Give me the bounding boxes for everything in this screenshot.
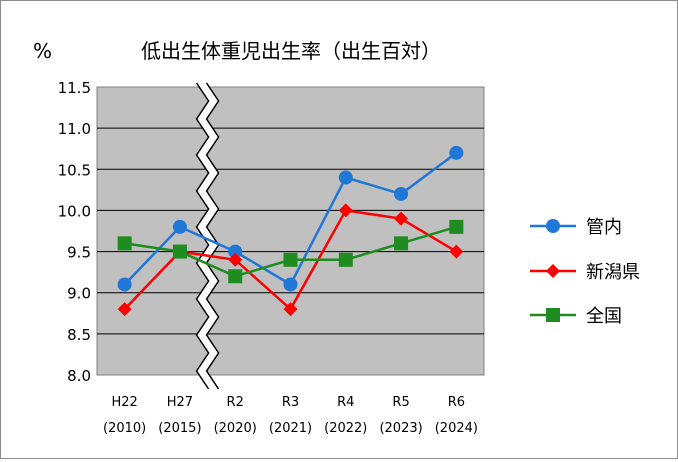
data-point (394, 236, 409, 251)
y-tick-label: 11.5 (58, 79, 91, 97)
x-tick-sublabel: (2020) (214, 421, 257, 436)
y-tick-label: 10.0 (58, 202, 91, 220)
plot-area: 11.5 11.0 10.5 10.0 9.5 9.0 8.5 8.0 H22 (2010) H27… (58, 79, 485, 436)
x-tick-sublabel: (2010) (103, 421, 146, 436)
x-tick-sublabel: (2021) (269, 421, 312, 436)
axis-break-band (196, 83, 219, 389)
legend-label: 全国 (586, 306, 622, 327)
y-tick-label: 9.0 (67, 285, 91, 303)
data-point (117, 302, 132, 317)
data-point (394, 211, 409, 226)
data-point (338, 170, 353, 185)
data-point (338, 203, 353, 218)
chart-title: 低出生体重児出生率（出生百対） (141, 39, 441, 63)
legend-marker (546, 308, 560, 322)
x-tick-sublabel: (2015) (158, 421, 201, 436)
x-tick-label: H22 (111, 395, 137, 410)
data-point (283, 302, 298, 317)
data-point (228, 244, 243, 259)
data-point (172, 244, 187, 259)
data-point (449, 244, 464, 259)
data-point (283, 252, 298, 267)
x-tick-label: R5 (392, 395, 409, 410)
data-point (117, 277, 132, 292)
data-point (172, 219, 187, 234)
legend-label: 新潟県 (586, 262, 640, 283)
legend-label: 管内 (586, 217, 622, 238)
x-tick-label: R4 (337, 395, 354, 410)
y-tick-label: 9.5 (67, 244, 91, 262)
data-point (449, 219, 464, 234)
x-tick-label: R3 (282, 395, 299, 410)
x-tick-sublabel: (2022) (324, 421, 367, 436)
axis-break-line (205, 82, 220, 390)
data-point (394, 186, 409, 201)
data-point (449, 145, 464, 160)
x-tick-sublabel: (2024) (435, 421, 478, 436)
legend-marker (546, 264, 560, 278)
plot-background (96, 86, 485, 376)
y-tick-label: 8.5 (67, 326, 91, 344)
data-point (338, 252, 353, 267)
x-tick-label: R2 (227, 395, 244, 410)
data-point (117, 236, 132, 251)
y-tick-label: 10.5 (58, 161, 91, 179)
x-tick-sublabel: (2023) (379, 421, 422, 436)
y-tick-label: 11.0 (58, 120, 91, 138)
y-tick-label: 8.0 (67, 367, 91, 385)
data-point (228, 269, 243, 284)
legend-marker (546, 219, 560, 233)
y-axis-unit-label: % (33, 39, 52, 63)
x-tick-label: H27 (167, 395, 193, 410)
data-point (283, 277, 298, 292)
x-tick-label: R6 (448, 395, 465, 410)
